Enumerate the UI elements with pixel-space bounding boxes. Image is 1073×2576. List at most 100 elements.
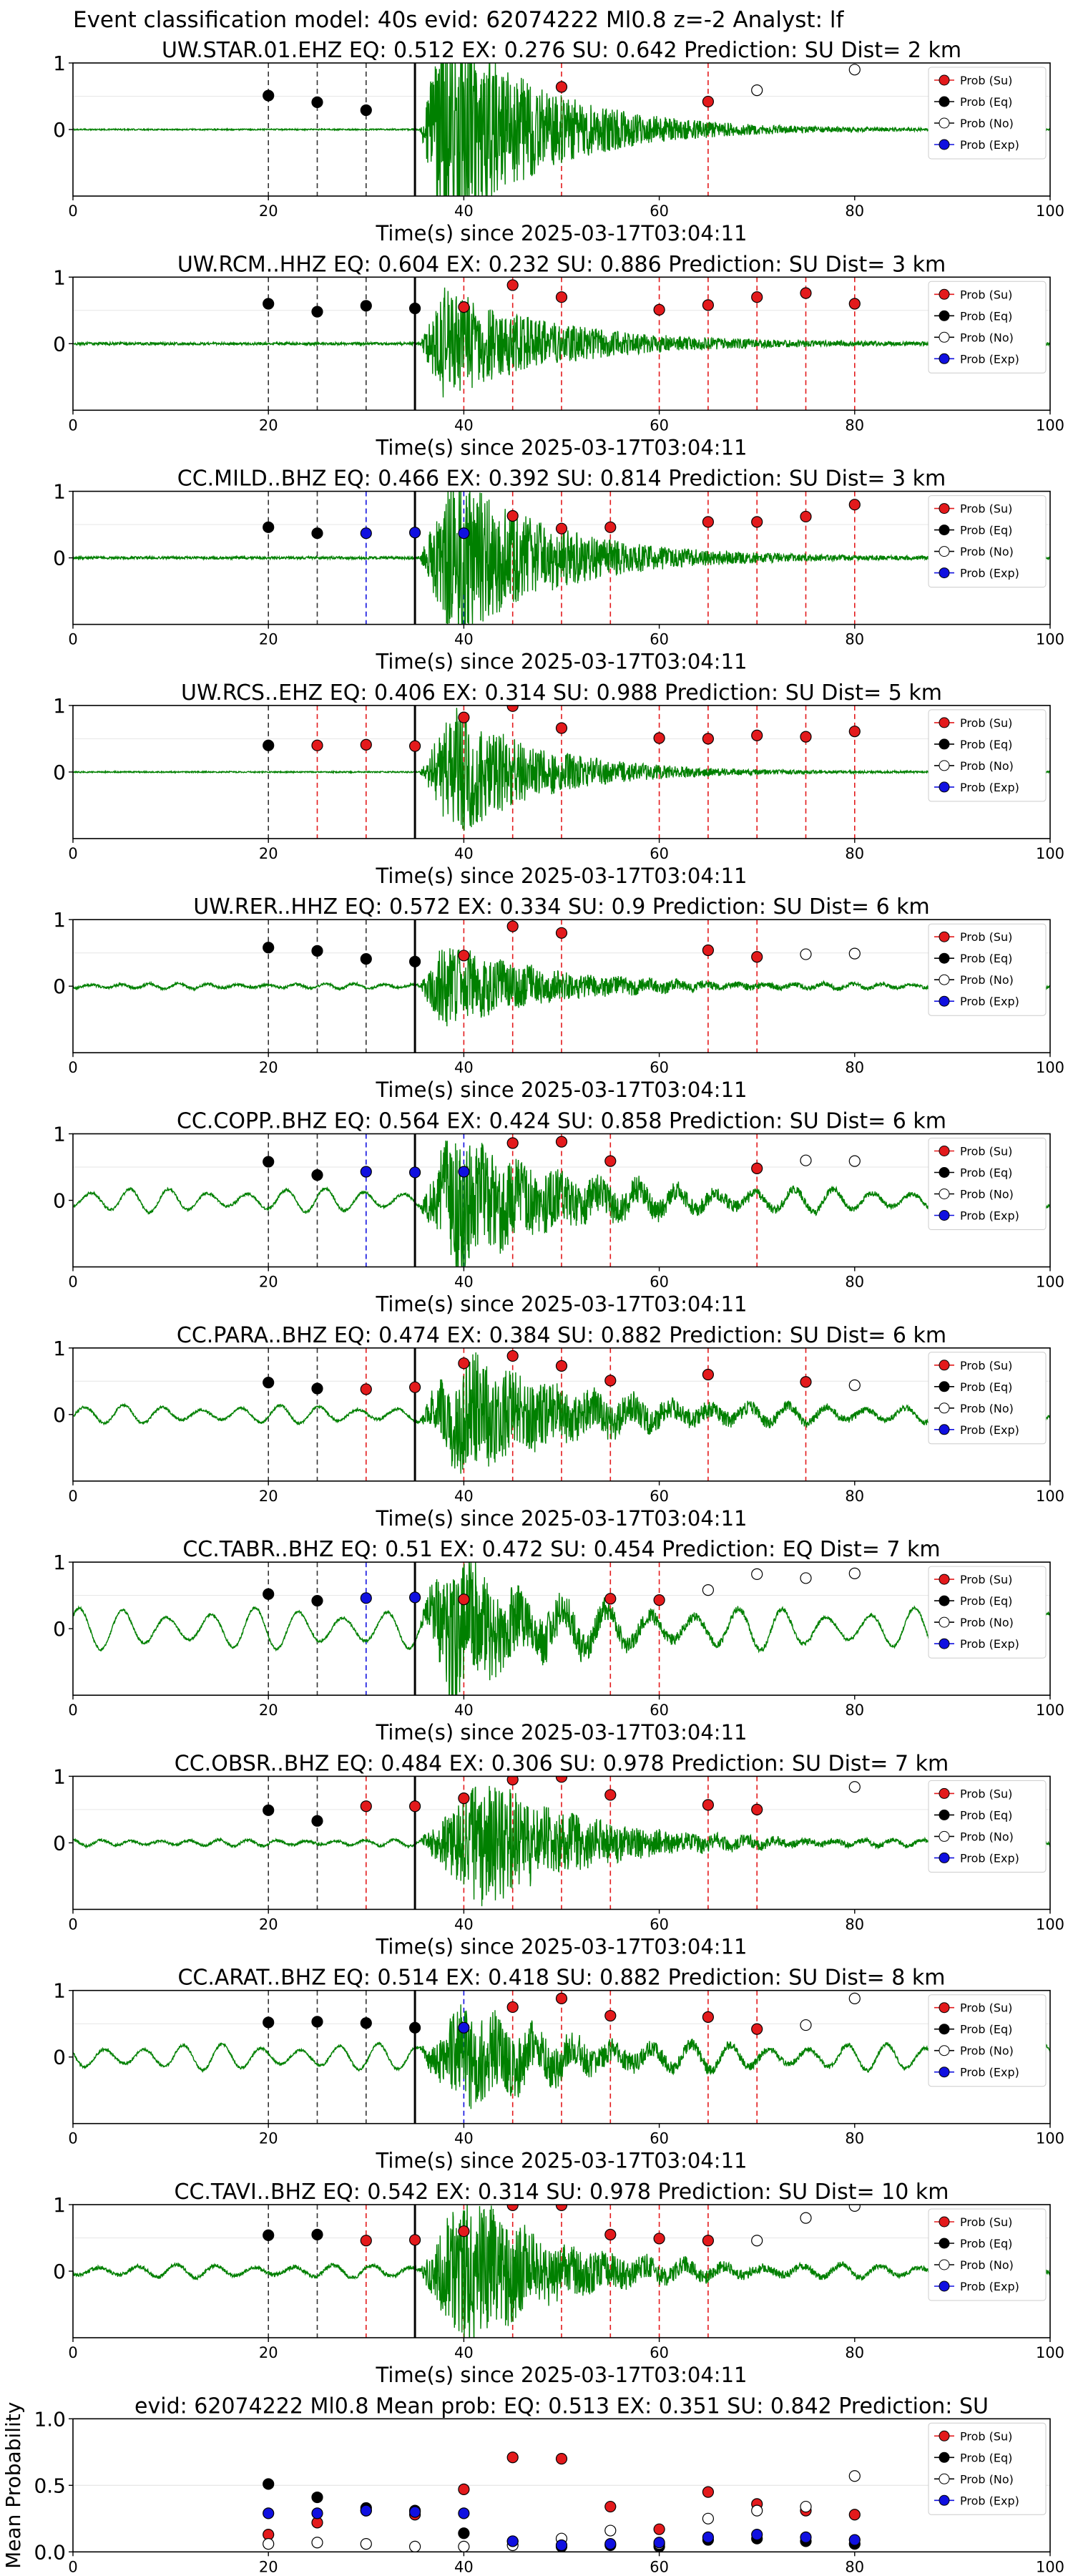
panel-title: UW.STAR.01.EHZ EQ: 0.512 EX: 0.276 SU: 0… <box>162 38 961 63</box>
x-tick-label: 60 <box>650 1488 669 1505</box>
x-tick-label: 60 <box>650 2344 669 2361</box>
prob-point-su <box>555 1992 568 2004</box>
x-tick-label: 0 <box>68 631 77 648</box>
prob-point-su <box>458 1594 470 1606</box>
prob-point-su <box>702 2235 715 2247</box>
x-tick-label: 60 <box>650 203 669 220</box>
y-tick-label: 0.0 <box>34 2540 66 2564</box>
panel-title: CC.OBSR..BHZ EQ: 0.484 EX: 0.306 SU: 0.9… <box>175 1751 949 1776</box>
mean-point-su <box>653 2523 665 2535</box>
prob-point-eq <box>311 527 323 540</box>
x-tick-label: 80 <box>845 2344 864 2361</box>
legend-box <box>928 2208 1047 2301</box>
y-tick-label: 1 <box>53 1765 66 1788</box>
legend: Prob (Su) Prob (Eq) Prob (No) Prob (Exp) <box>928 1994 1047 2087</box>
x-tick-label: 40 <box>454 2130 474 2147</box>
legend-marker-su <box>939 2002 950 2014</box>
legend-marker-eq <box>939 2238 950 2249</box>
prob-point-no <box>800 1572 812 1584</box>
prob-point-su <box>800 1376 812 1388</box>
legend-label: Prob (Su) <box>960 74 1012 87</box>
waveform-trace <box>73 1140 1050 1267</box>
panel-title: UW.RCM..HHZ EQ: 0.604 EX: 0.232 SU: 0.88… <box>177 252 946 277</box>
prob-point-exp <box>360 527 372 540</box>
x-tick-label: 20 <box>259 203 278 220</box>
legend-label: Prob (Eq) <box>960 95 1012 109</box>
y-tick-label: 0 <box>53 1617 66 1641</box>
prob-point-su <box>458 2225 470 2238</box>
legend-label: Prob (No) <box>960 1830 1014 1843</box>
x-tick-label: 0 <box>68 1488 77 1505</box>
prob-point-exp <box>408 1591 421 1604</box>
mean-point-su <box>702 2486 715 2498</box>
mean-point-eq <box>458 2527 470 2540</box>
legend-label: Prob (Exp) <box>960 567 1019 580</box>
mean-point-exp <box>702 2531 715 2543</box>
y-tick-label: 1 <box>53 265 66 289</box>
legend-marker-no <box>939 331 950 343</box>
x-axis-label: Time(s) since 2025-03-17T03:04:11 <box>376 1506 748 1531</box>
prob-point-no <box>848 1379 861 1391</box>
mean-point-exp <box>506 2535 519 2547</box>
prob-point-su <box>702 1799 715 1811</box>
prob-point-su <box>604 1593 617 1605</box>
prob-point-eq <box>311 1169 323 1181</box>
station-panel-1: UW.STAR.01.EHZ EQ: 0.512 EX: 0.276 SU: 0… <box>53 38 1064 245</box>
x-tick-label: 100 <box>1036 2344 1064 2361</box>
prob-point-su <box>408 1381 421 1393</box>
panels-container: UW.STAR.01.EHZ EQ: 0.512 EX: 0.276 SU: 0… <box>1 38 1064 2575</box>
station-panel-11: CC.TAVI..BHZ EQ: 0.542 EX: 0.314 SU: 0.9… <box>53 2180 1064 2387</box>
x-tick-label: 80 <box>845 1488 864 1505</box>
x-tick-label: 0 <box>68 1916 77 1933</box>
y-tick-label: 0 <box>53 1831 66 1855</box>
prob-point-no <box>848 1155 861 1167</box>
legend-marker-exp <box>939 781 950 793</box>
legend-marker-eq <box>939 1381 950 1392</box>
x-tick-label: 20 <box>259 2130 278 2147</box>
legend-label: Prob (No) <box>960 2258 1014 2272</box>
prob-point-su <box>506 920 519 932</box>
legend-label: Prob (No) <box>960 331 1014 344</box>
x-tick-label: 100 <box>1036 1702 1064 1719</box>
y-tick-label: 0 <box>53 547 66 570</box>
prob-point-eq <box>311 945 323 957</box>
x-tick-label: 100 <box>1036 1059 1064 1076</box>
mean-point-exp <box>751 2529 763 2541</box>
x-tick-label: 60 <box>650 1702 669 1719</box>
x-tick-label: 100 <box>1036 1916 1064 1933</box>
prob-point-eq <box>360 104 372 117</box>
x-axis-label: Time(s) since 2025-03-17T03:04:11 <box>376 2149 748 2173</box>
x-tick-label: 20 <box>259 2558 278 2575</box>
x-tick-label: 20 <box>259 1059 278 1076</box>
legend-label: Prob (Eq) <box>960 309 1012 323</box>
legend-box <box>928 1994 1047 2087</box>
legend-box <box>928 2422 1047 2515</box>
legend-marker-eq <box>939 952 950 964</box>
plot-area <box>73 919 1050 1053</box>
x-tick-label: 80 <box>845 2130 864 2147</box>
x-tick-label: 80 <box>845 1059 864 1076</box>
prob-point-su <box>702 733 715 745</box>
x-tick-label: 40 <box>454 1059 474 1076</box>
prob-point-su <box>604 1375 617 1387</box>
prob-point-su <box>506 2205 519 2212</box>
legend-marker-eq <box>939 2451 950 2463</box>
panel-title: UW.RCS..EHZ EQ: 0.406 EX: 0.314 SU: 0.98… <box>181 680 942 706</box>
mean-point-exp <box>263 2507 275 2519</box>
x-tick-label: 60 <box>650 1274 669 1291</box>
x-tick-label: 0 <box>68 2558 77 2575</box>
legend-marker-no <box>939 1616 950 1628</box>
legend-label: Prob (No) <box>960 1616 1014 1629</box>
prob-point-su <box>604 2228 617 2240</box>
prob-point-su <box>604 1789 617 1801</box>
waveform-trace <box>73 491 1050 625</box>
legend-marker-su <box>939 931 950 942</box>
mean-point-exp <box>848 2534 861 2546</box>
waveform-trace <box>73 1562 1050 1696</box>
prob-point-exp <box>408 1166 421 1179</box>
y-tick-label: 1 <box>53 694 66 718</box>
mean-point-no <box>800 2500 812 2513</box>
prob-point-su <box>458 950 470 962</box>
plot-area <box>73 63 1050 196</box>
